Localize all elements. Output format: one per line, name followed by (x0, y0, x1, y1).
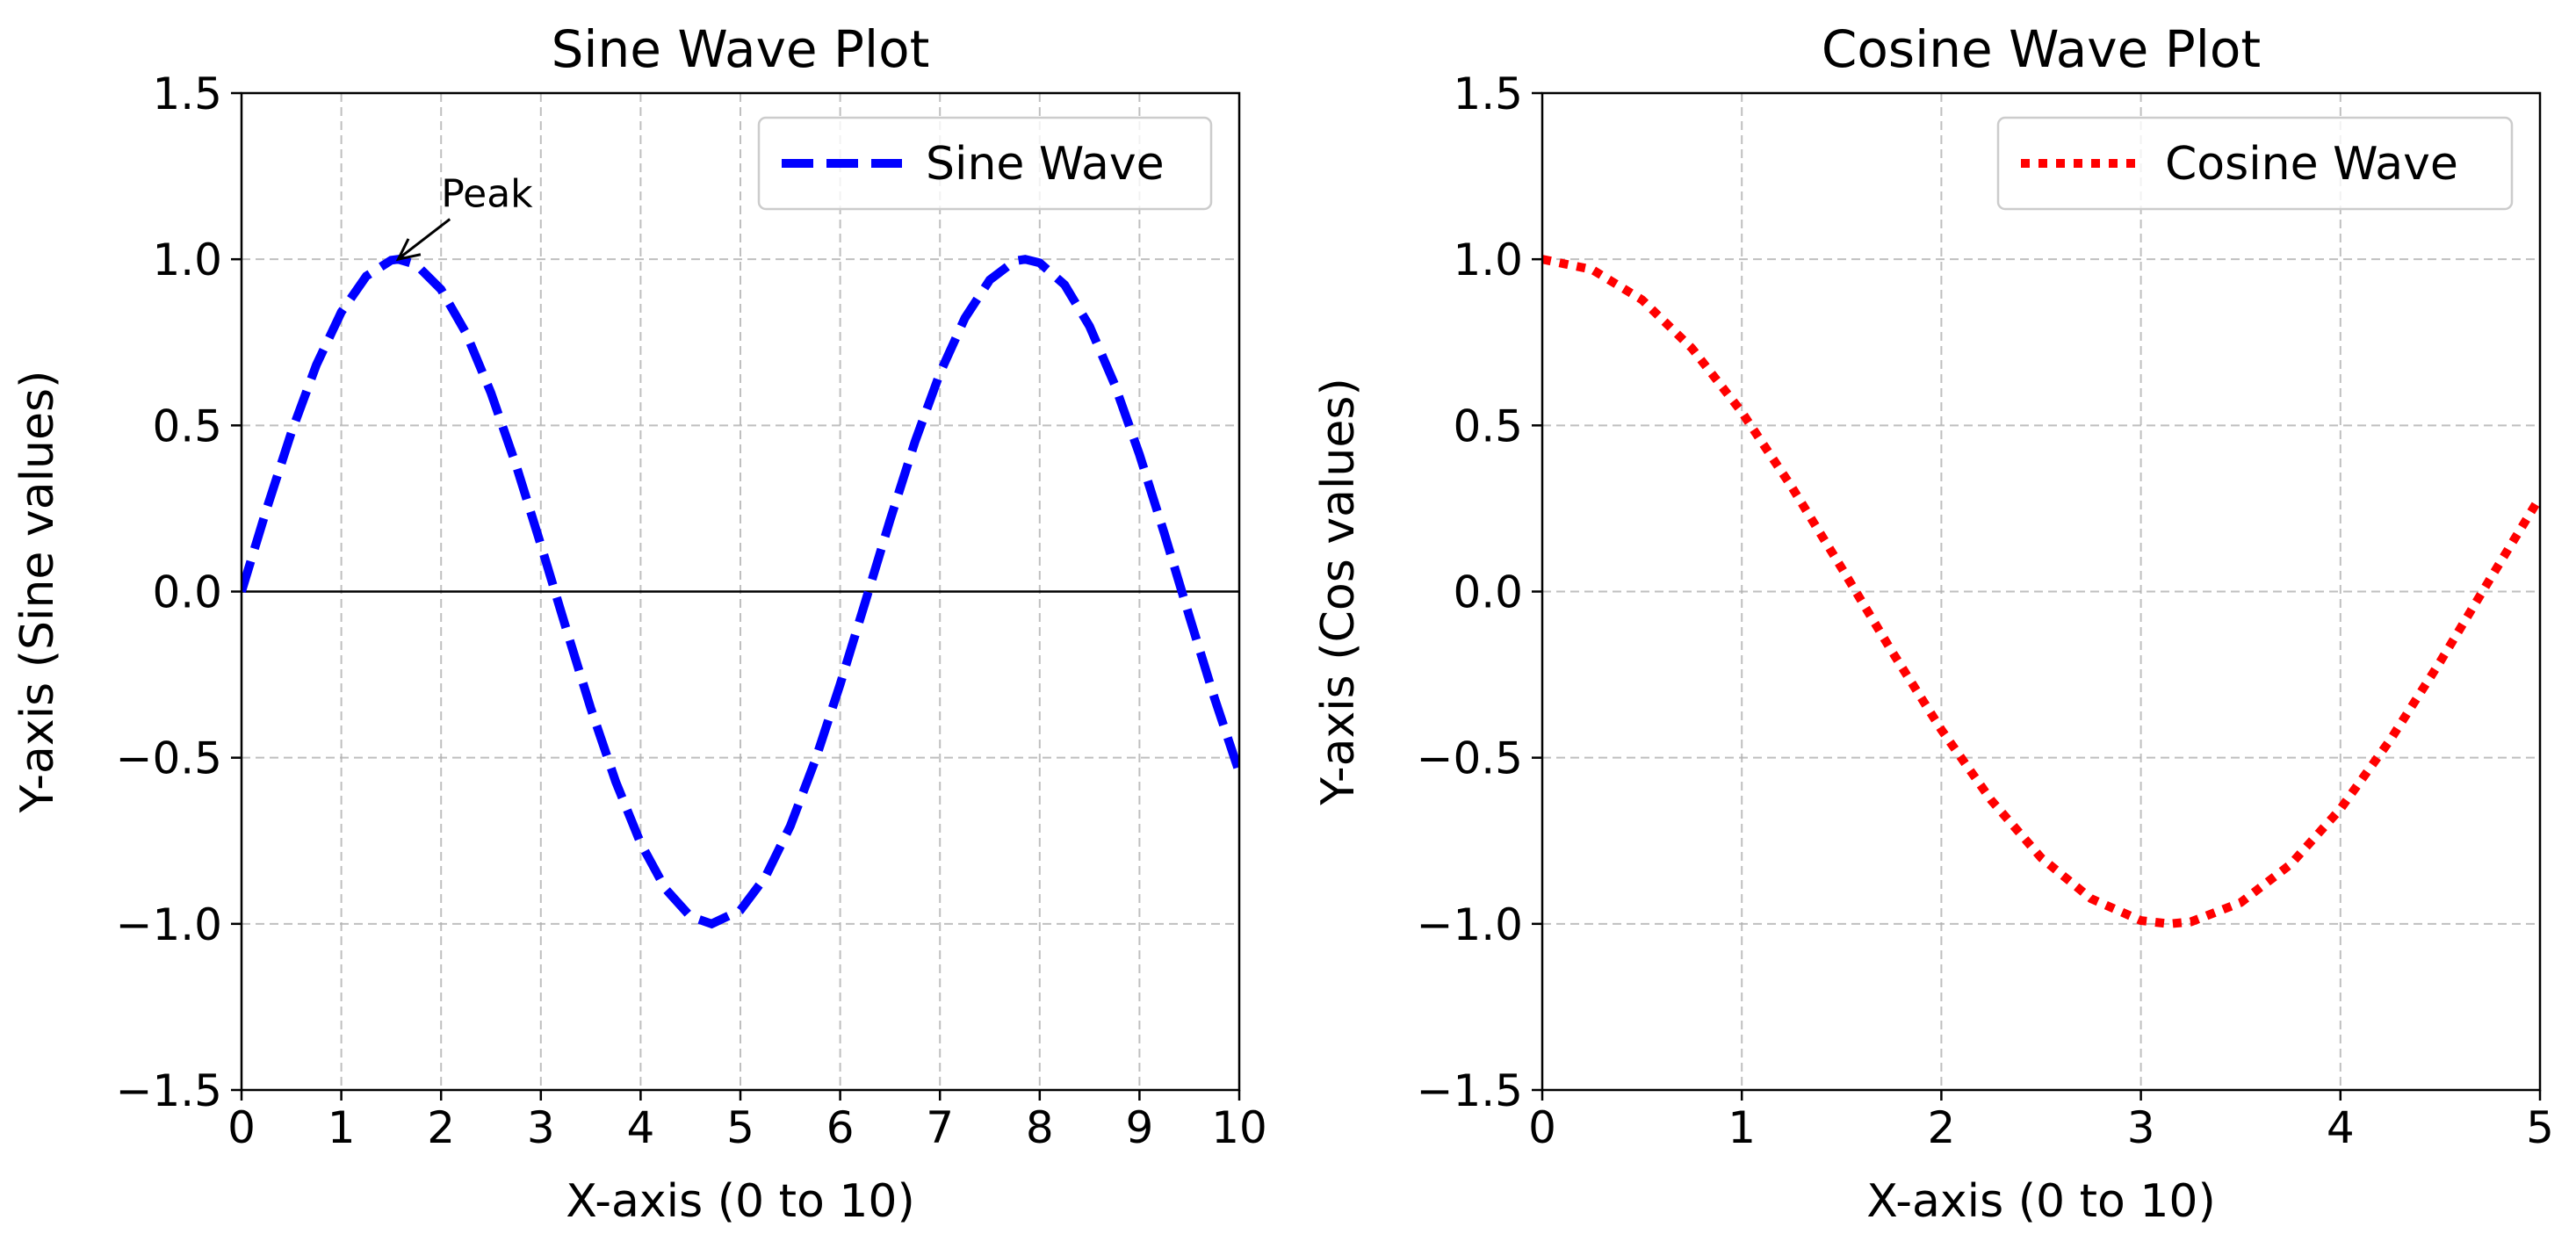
cosine-ytick-label-6: 1.5 (1453, 69, 1523, 119)
cosine-xtick-label-2: 2 (1927, 1102, 1955, 1153)
cosine-legend-label: Cosine Wave (2165, 138, 2458, 191)
cosine-legend (1996, 116, 2514, 211)
cosine-chart-title: Cosine Wave Plot (1822, 19, 2261, 79)
cosine-ytick-label-1: −1.0 (1417, 899, 1523, 950)
sine-xtick-label-6: 6 (826, 1102, 855, 1153)
cosine-xtick-label-0: 0 (1528, 1102, 1556, 1153)
cosine-ytick-label-5: 1.0 (1453, 235, 1523, 285)
sine-xtick-label-8: 8 (1026, 1102, 1054, 1153)
sine-xtick-label-3: 3 (527, 1102, 555, 1153)
sine-annotation-arrowhead (395, 238, 422, 262)
sine-ytick-label-6: 1.5 (152, 69, 222, 119)
cosine-ytick-label-2: −0.5 (1417, 733, 1523, 784)
sine-xtick-label-2: 2 (427, 1102, 455, 1153)
sine-ytick-label-1: −1.0 (116, 899, 222, 950)
sine-ytick-label-5: 1.0 (152, 235, 222, 285)
sine-xtick-label-1: 1 (328, 1102, 356, 1153)
sine-legend (757, 116, 1213, 211)
cosine-ytick-label-3: 0.0 (1453, 567, 1523, 618)
cosine-xtick-label-5: 5 (2526, 1102, 2554, 1153)
sine-ytick-label-2: −0.5 (116, 733, 222, 784)
cosine-xtick-label-3: 3 (2127, 1102, 2155, 1153)
sine-xtick-label-5: 5 (726, 1102, 754, 1153)
cosine-series-line (1542, 255, 2540, 928)
sine-chart-title: Sine Wave Plot (552, 19, 930, 79)
cosine-ytick-label-0: −1.5 (1417, 1065, 1523, 1116)
sine-ytick-label-4: 0.5 (152, 401, 222, 451)
cosine-xtick-label-1: 1 (1728, 1102, 1756, 1153)
cosine-x-axis-label: X-axis (0 to 10) (1866, 1175, 2216, 1228)
sine-xtick-label-0: 0 (227, 1102, 256, 1153)
sine-annotation-text: Peak (441, 172, 533, 217)
cosine-ytick-label-4: 0.5 (1453, 401, 1523, 451)
cosine-panel: 0 1 2 3 4 5 −1.5 −1.0 −0.5 0.0 0.5 1.0 1.5 Cosine Wav… (1312, 19, 2554, 1228)
sine-legend-label: Sine Wave (926, 138, 1165, 191)
sine-panel: 0 1 2 3 4 5 6 7 8 9 10 −1.5 −1.0 −0.5 0.0 0.5 1.0 1.5 Sine… (11, 19, 1267, 1228)
sine-y-axis-label: Y-axis (Sine values) (11, 371, 64, 814)
sine-ytick-label-0: −1.5 (116, 1065, 222, 1116)
sine-xtick-label-10: 10 (1211, 1102, 1267, 1153)
sine-x-axis-label: X-axis (0 to 10) (566, 1175, 915, 1228)
sine-ytick-label-3: 0.0 (152, 567, 222, 618)
sine-annotation-arrow (399, 218, 451, 259)
sine-xtick-label-9: 9 (1125, 1102, 1153, 1153)
sine-xtick-label-7: 7 (926, 1102, 954, 1153)
cosine-y-axis-label: Y-axis (Cos values) (1312, 378, 1365, 806)
sine-xtick-label-4: 4 (626, 1102, 654, 1153)
cosine-xtick-label-4: 4 (2327, 1102, 2355, 1153)
